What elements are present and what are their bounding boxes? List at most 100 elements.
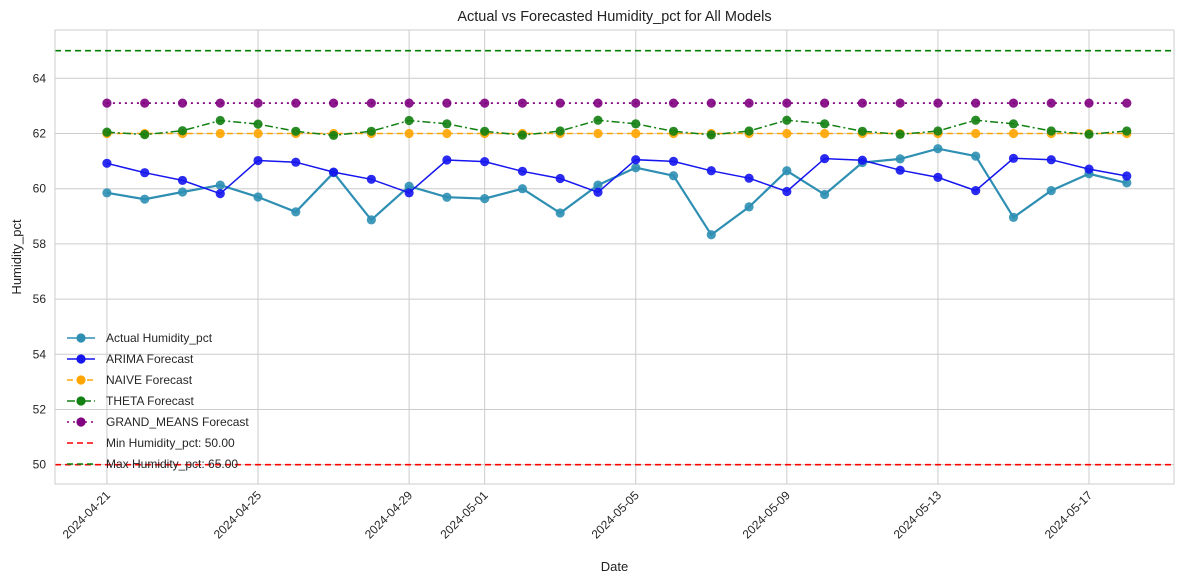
data-point	[102, 158, 112, 168]
chart-title: Actual vs Forecasted Humidity_pct for Al…	[457, 9, 771, 25]
legend-swatch-marker	[76, 396, 86, 406]
data-point	[102, 188, 112, 198]
legend: Actual Humidity_pct ARIMA Forecast NAIVE F…	[67, 331, 249, 471]
data-point	[442, 192, 452, 202]
data-point	[820, 119, 830, 129]
legend-label: Min Humidity_pct: 50.00	[106, 436, 235, 450]
data-point	[820, 189, 830, 200]
data-point	[291, 207, 301, 217]
x-ticks: 2024-04-21 2024-04-25 2024-04-29 2024-05-01…	[60, 488, 1096, 542]
data-point	[366, 215, 376, 225]
data-point	[782, 166, 792, 176]
data-point	[140, 194, 150, 204]
data-point	[820, 128, 830, 139]
x-tick-label: 2024-04-21	[60, 488, 114, 542]
y-axis-label: Humidity_pct	[9, 219, 24, 295]
data-point	[253, 192, 263, 202]
series-group	[102, 153, 1132, 199]
data-point	[404, 128, 414, 139]
data-point	[177, 98, 188, 108]
data-point	[782, 115, 792, 125]
legend-entry: ARIMA Forecast	[67, 352, 194, 366]
data-point	[555, 173, 565, 184]
legend-entry: Max Humidity_pct: 65.00	[67, 457, 238, 471]
data-point	[631, 155, 641, 165]
data-point	[706, 130, 716, 140]
data-point	[140, 129, 150, 140]
x-tick-label: 2024-05-05	[589, 488, 643, 542]
data-point	[820, 154, 830, 164]
data-point	[140, 98, 150, 108]
data-point	[517, 130, 528, 140]
legend-label: THETA Forecast	[106, 394, 194, 408]
data-point	[1046, 155, 1056, 165]
data-point	[971, 98, 981, 108]
x-tick-label: 2024-04-25	[211, 488, 265, 542]
data-point	[782, 128, 792, 139]
data-point	[782, 98, 792, 108]
data-point	[593, 128, 603, 139]
data-point	[744, 126, 754, 136]
data-point	[404, 188, 414, 198]
data-point	[1008, 212, 1019, 222]
data-point	[1122, 126, 1132, 136]
legend-label: ARIMA Forecast	[106, 352, 194, 366]
legend-swatch-marker	[76, 354, 86, 364]
legend-swatch-marker	[76, 333, 86, 343]
data-point	[1008, 119, 1019, 129]
legend-label: Actual Humidity_pct	[106, 331, 213, 345]
data-point	[517, 98, 528, 108]
data-point	[1122, 178, 1132, 188]
legend-label: Max Humidity_pct: 65.00	[106, 457, 238, 471]
data-point	[366, 174, 376, 184]
legend-entry: THETA Forecast	[67, 394, 194, 408]
data-point	[442, 98, 452, 108]
legend-swatch-marker	[76, 417, 86, 427]
data-point	[668, 171, 679, 181]
data-point	[215, 115, 225, 126]
data-point	[366, 98, 376, 108]
y-tick-label: 60	[33, 182, 47, 196]
data-point	[480, 126, 490, 136]
data-point	[328, 167, 339, 177]
data-point	[177, 187, 188, 197]
x-tick-label: 2024-05-17	[1042, 488, 1096, 542]
data-point	[215, 98, 225, 108]
legend-label: NAIVE Forecast	[106, 373, 193, 387]
data-point	[1084, 129, 1094, 139]
x-tick-label: 2024-05-13	[891, 488, 945, 542]
data-point	[668, 98, 679, 108]
data-point	[517, 166, 528, 176]
data-point	[706, 230, 716, 240]
legend-label: GRAND_MEANS Forecast	[106, 415, 249, 429]
data-point	[1084, 164, 1094, 174]
data-point	[971, 186, 981, 196]
data-point	[631, 98, 641, 108]
data-point	[933, 98, 943, 108]
data-point	[1046, 126, 1056, 136]
data-point	[177, 175, 188, 186]
legend-entry: GRAND_MEANS Forecast	[67, 415, 249, 429]
data-point	[215, 128, 225, 139]
x-tick-label: 2024-04-29	[362, 488, 416, 542]
data-point	[1008, 153, 1019, 163]
legend-entry: Actual Humidity_pct	[67, 331, 213, 345]
data-point	[706, 166, 716, 176]
series-layer	[102, 98, 1132, 240]
data-point	[895, 129, 905, 139]
data-point	[140, 168, 150, 178]
data-point	[744, 202, 754, 212]
data-point	[1046, 98, 1056, 108]
data-point	[442, 119, 452, 129]
data-point	[480, 157, 490, 167]
data-point	[442, 128, 452, 139]
data-point	[328, 98, 339, 108]
series-group	[102, 115, 1132, 141]
data-point	[593, 180, 603, 190]
legend-entry: NAIVE Forecast	[67, 373, 193, 387]
data-point	[857, 155, 867, 165]
data-point	[555, 208, 565, 218]
data-point	[291, 126, 301, 136]
y-tick-label: 50	[33, 458, 47, 472]
data-point	[102, 98, 112, 108]
